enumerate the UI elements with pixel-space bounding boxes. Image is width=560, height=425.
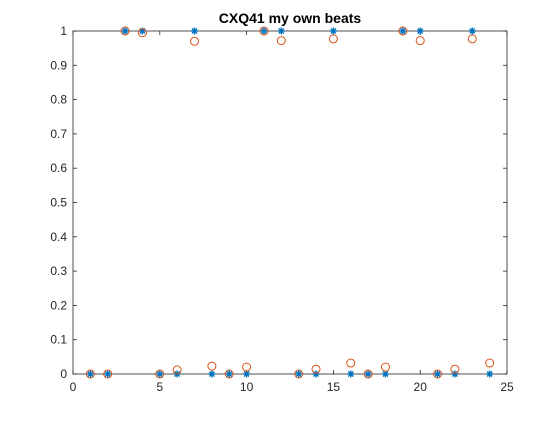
asterisk-marker <box>468 27 476 35</box>
chart-title: CXQ41 my own beats <box>219 10 362 26</box>
x-tick-label: 10 <box>240 380 254 394</box>
y-tick-label: 0.5 <box>50 196 67 210</box>
asterisk-marker <box>347 370 355 378</box>
circle-marker <box>207 361 217 371</box>
asterisk-marker <box>381 370 389 378</box>
circle-marker <box>328 34 338 44</box>
circle-marker <box>103 369 113 379</box>
circle-marker <box>120 26 130 36</box>
y-tick-label: 1 <box>60 24 67 38</box>
asterisk-marker <box>260 27 268 35</box>
y-tick-label: 0.8 <box>50 93 67 107</box>
asterisk-marker <box>86 370 94 378</box>
circle-marker <box>485 358 495 368</box>
asterisk-marker <box>156 370 164 378</box>
x-tick-label: 0 <box>70 380 77 394</box>
circle-marker <box>172 365 182 375</box>
circle-marker <box>450 364 460 374</box>
circle-marker <box>137 28 147 38</box>
y-tick-label: 0.9 <box>50 58 67 72</box>
asterisk-marker <box>225 370 233 378</box>
circle-marker <box>398 26 408 36</box>
y-tick-label: 0.1 <box>50 333 67 347</box>
y-tick-label: 0.4 <box>50 230 67 244</box>
data-markers <box>85 26 495 379</box>
asterisk-marker <box>364 370 372 378</box>
asterisk-marker <box>486 370 494 378</box>
circle-marker <box>276 36 286 46</box>
y-tick-label: 0.6 <box>50 161 67 175</box>
asterisk-marker <box>295 370 303 378</box>
circle-marker <box>363 369 373 379</box>
circle-marker <box>85 369 95 379</box>
asterisk-marker <box>399 27 407 35</box>
circle-marker <box>294 369 304 379</box>
plot-area <box>72 30 508 375</box>
circle-marker <box>311 364 321 374</box>
asterisk-marker <box>451 370 459 378</box>
asterisk-marker <box>208 370 216 378</box>
circle-marker <box>155 369 165 379</box>
circle-marker <box>259 26 269 36</box>
circle-marker <box>224 369 234 379</box>
circle-marker <box>433 369 443 379</box>
x-tick-label: 20 <box>414 380 428 394</box>
asterisk-marker <box>277 27 285 35</box>
y-tick-label: 0.3 <box>50 264 67 278</box>
circle-marker <box>190 36 200 46</box>
asterisk-marker <box>329 27 337 35</box>
asterisk-marker <box>104 370 112 378</box>
x-tick-label: 15 <box>327 380 341 394</box>
asterisk-marker <box>191 27 199 35</box>
circle-marker <box>467 34 477 44</box>
x-tick-label: 5 <box>156 380 163 394</box>
x-tick-label: 25 <box>500 380 514 394</box>
asterisk-marker <box>312 370 320 378</box>
circle-marker <box>415 36 425 46</box>
asterisk-marker <box>243 370 251 378</box>
circle-marker <box>380 362 390 372</box>
asterisk-marker <box>416 27 424 35</box>
y-tick-label: 0 <box>60 367 67 381</box>
circle-marker <box>242 362 252 372</box>
y-tick-label: 0.2 <box>50 298 67 312</box>
axis-ticks: 0 5 10 15 20 25 0 0.1 0.2 0.3 0.4 0.5 0.6 0.7 0.8 0.9 1 <box>50 24 514 394</box>
circle-marker <box>346 358 356 368</box>
y-tick-label: 0.7 <box>50 127 67 141</box>
asterisk-marker <box>434 370 442 378</box>
asterisk-marker <box>121 27 129 35</box>
